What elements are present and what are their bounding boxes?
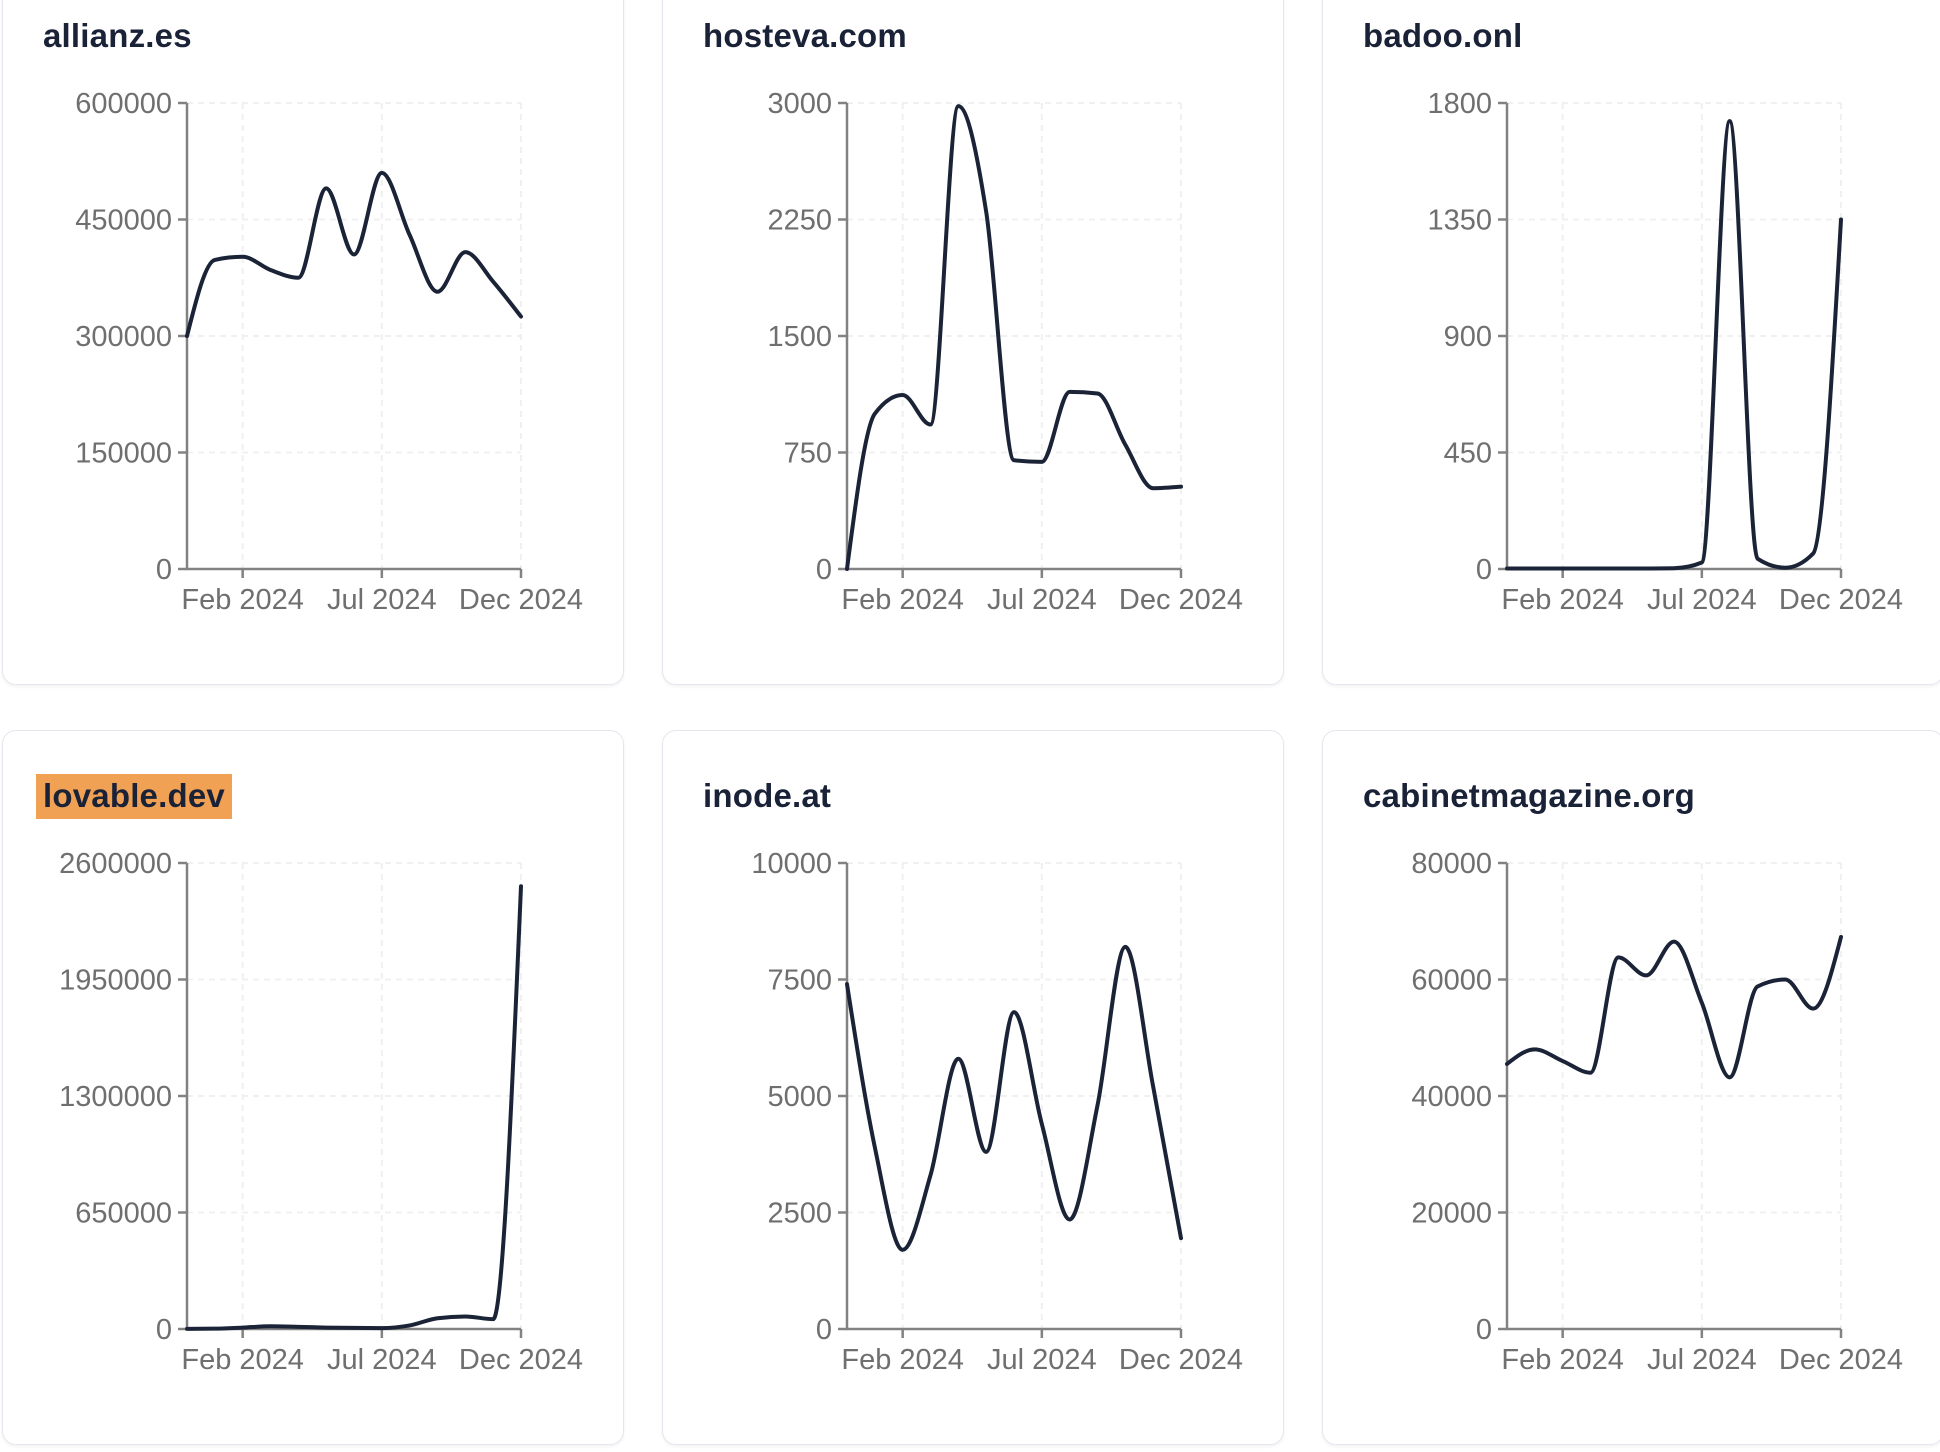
y-tick-label: 450 [1444, 438, 1492, 470]
traffic-series-line [1505, 934, 1843, 1080]
x-tick-label: Feb 2024 [1501, 1344, 1624, 1376]
y-tick-label: 2500 [767, 1198, 832, 1230]
chart-card-allianz-es: allianz.es 0 150000 300000 450000 600000 Feb … [2, 0, 624, 685]
domain-title-badoo-onl: badoo.onl [1363, 17, 1523, 54]
domain-title-lovable-dev: lovable.dev [36, 774, 232, 819]
y-tick-label: 750 [784, 438, 832, 470]
chart-card-lovable-dev: lovable.dev 0 650000 1300000 1950000 2600000… [2, 730, 624, 1445]
x-tick-label: Dec 2024 [1779, 584, 1903, 616]
y-tick-label: 0 [1476, 554, 1492, 586]
y-tick-label: 40000 [1411, 1081, 1492, 1113]
x-tick-label: Feb 2024 [841, 1344, 964, 1376]
line-chart-cabinetmagazine-org: 0 20000 40000 60000 80000 Feb 2024 Jul 2024 Dec… [1411, 848, 1903, 1376]
x-tick-label: Dec 2024 [1119, 1344, 1243, 1376]
x-tick-label: Jul 2024 [1647, 1344, 1757, 1376]
y-tick-label: 0 [156, 1314, 172, 1346]
y-tick-label: 20000 [1411, 1198, 1492, 1230]
y-tick-label: 60000 [1411, 965, 1492, 997]
y-tick-label: 300000 [75, 321, 172, 353]
traffic-series-line [1505, 119, 1843, 571]
y-tick-label: 650000 [75, 1198, 172, 1230]
x-tick-label: Jul 2024 [1647, 584, 1757, 616]
domain-title-cabinetmagazine-org: cabinetmagazine.org [1363, 777, 1696, 814]
line-chart-lovable-dev: 0 650000 1300000 1950000 2600000 Feb 2024 Jul … [59, 848, 583, 1376]
y-tick-label: 0 [156, 554, 172, 586]
page-title: badoo.onl [1363, 17, 1522, 55]
chart-card-inode-at: inode.at 0 2500 5000 7500 10000 Feb 2024 Jul 2… [662, 730, 1284, 1445]
domain-title-inode-at: inode.at [703, 777, 832, 814]
y-tick-label: 10000 [751, 848, 832, 880]
chart-card-cabinetmagazine-org: cabinetmagazine.org 0 20000 40000 60000 8000… [1322, 730, 1940, 1445]
x-tick-label: Jul 2024 [327, 1344, 437, 1376]
x-tick-label: Jul 2024 [987, 1344, 1097, 1376]
y-tick-label: 0 [816, 1314, 832, 1346]
page-title: cabinetmagazine.org [1363, 777, 1695, 815]
y-tick-label: 5000 [767, 1081, 832, 1113]
y-tick-label: 2600000 [59, 848, 172, 880]
line-chart-allianz-es: 0 150000 300000 450000 600000 Feb 2024 Jul 202… [75, 88, 583, 616]
chart-card-badoo-onl: badoo.onl 0 450 900 1350 1800 Feb 2024 Jul 202… [1322, 0, 1940, 685]
x-tick-label: Dec 2024 [1779, 1344, 1903, 1376]
y-tick-label: 1350 [1427, 205, 1492, 237]
y-tick-label: 1800 [1427, 88, 1492, 120]
page-title: allianz.es [43, 17, 192, 55]
x-tick-label: Dec 2024 [1119, 584, 1243, 616]
page-title: inode.at [703, 777, 831, 815]
y-tick-label: 7500 [767, 965, 832, 997]
domain-title-allianz-es: allianz.es [43, 17, 192, 54]
domain-title-hosteva-com: hosteva.com [703, 17, 907, 54]
y-tick-label: 450000 [75, 205, 172, 237]
traffic-series-line [185, 884, 523, 1331]
y-tick-label: 1300000 [59, 1081, 172, 1113]
y-tick-label: 900 [1444, 321, 1492, 353]
traffic-series-line [845, 104, 1183, 571]
x-tick-label: Feb 2024 [181, 584, 304, 616]
page-title: lovable.dev [36, 774, 232, 819]
y-tick-label: 2250 [767, 205, 832, 237]
y-tick-label: 3000 [767, 88, 832, 120]
x-tick-label: Feb 2024 [841, 584, 964, 616]
line-chart-hosteva-com: 0 750 1500 2250 3000 Feb 2024 Jul 2024 Dec 2024 [767, 88, 1243, 616]
x-tick-label: Jul 2024 [987, 584, 1097, 616]
chart-card-hosteva-com: hosteva.com 0 750 1500 2250 3000 Feb 2024 Jul … [662, 0, 1284, 685]
y-tick-label: 1500 [767, 321, 832, 353]
line-chart-badoo-onl: 0 450 900 1350 1800 Feb 2024 Jul 2024 Dec 2024 [1427, 88, 1903, 616]
x-tick-label: Dec 2024 [459, 584, 583, 616]
y-tick-label: 150000 [75, 438, 172, 470]
x-tick-label: Jul 2024 [327, 584, 437, 616]
y-tick-label: 80000 [1411, 848, 1492, 880]
y-tick-label: 1950000 [59, 965, 172, 997]
traffic-series-line [845, 944, 1183, 1252]
x-tick-label: Dec 2024 [459, 1344, 583, 1376]
line-chart-inode-at: 0 2500 5000 7500 10000 Feb 2024 Jul 2024 Dec 20… [751, 848, 1243, 1376]
y-tick-label: 0 [1476, 1314, 1492, 1346]
x-tick-label: Feb 2024 [1501, 584, 1624, 616]
x-tick-label: Feb 2024 [181, 1344, 304, 1376]
y-tick-label: 600000 [75, 88, 172, 120]
traffic-series-line [185, 170, 523, 338]
page-title: hosteva.com [703, 17, 907, 55]
y-tick-label: 0 [816, 554, 832, 586]
